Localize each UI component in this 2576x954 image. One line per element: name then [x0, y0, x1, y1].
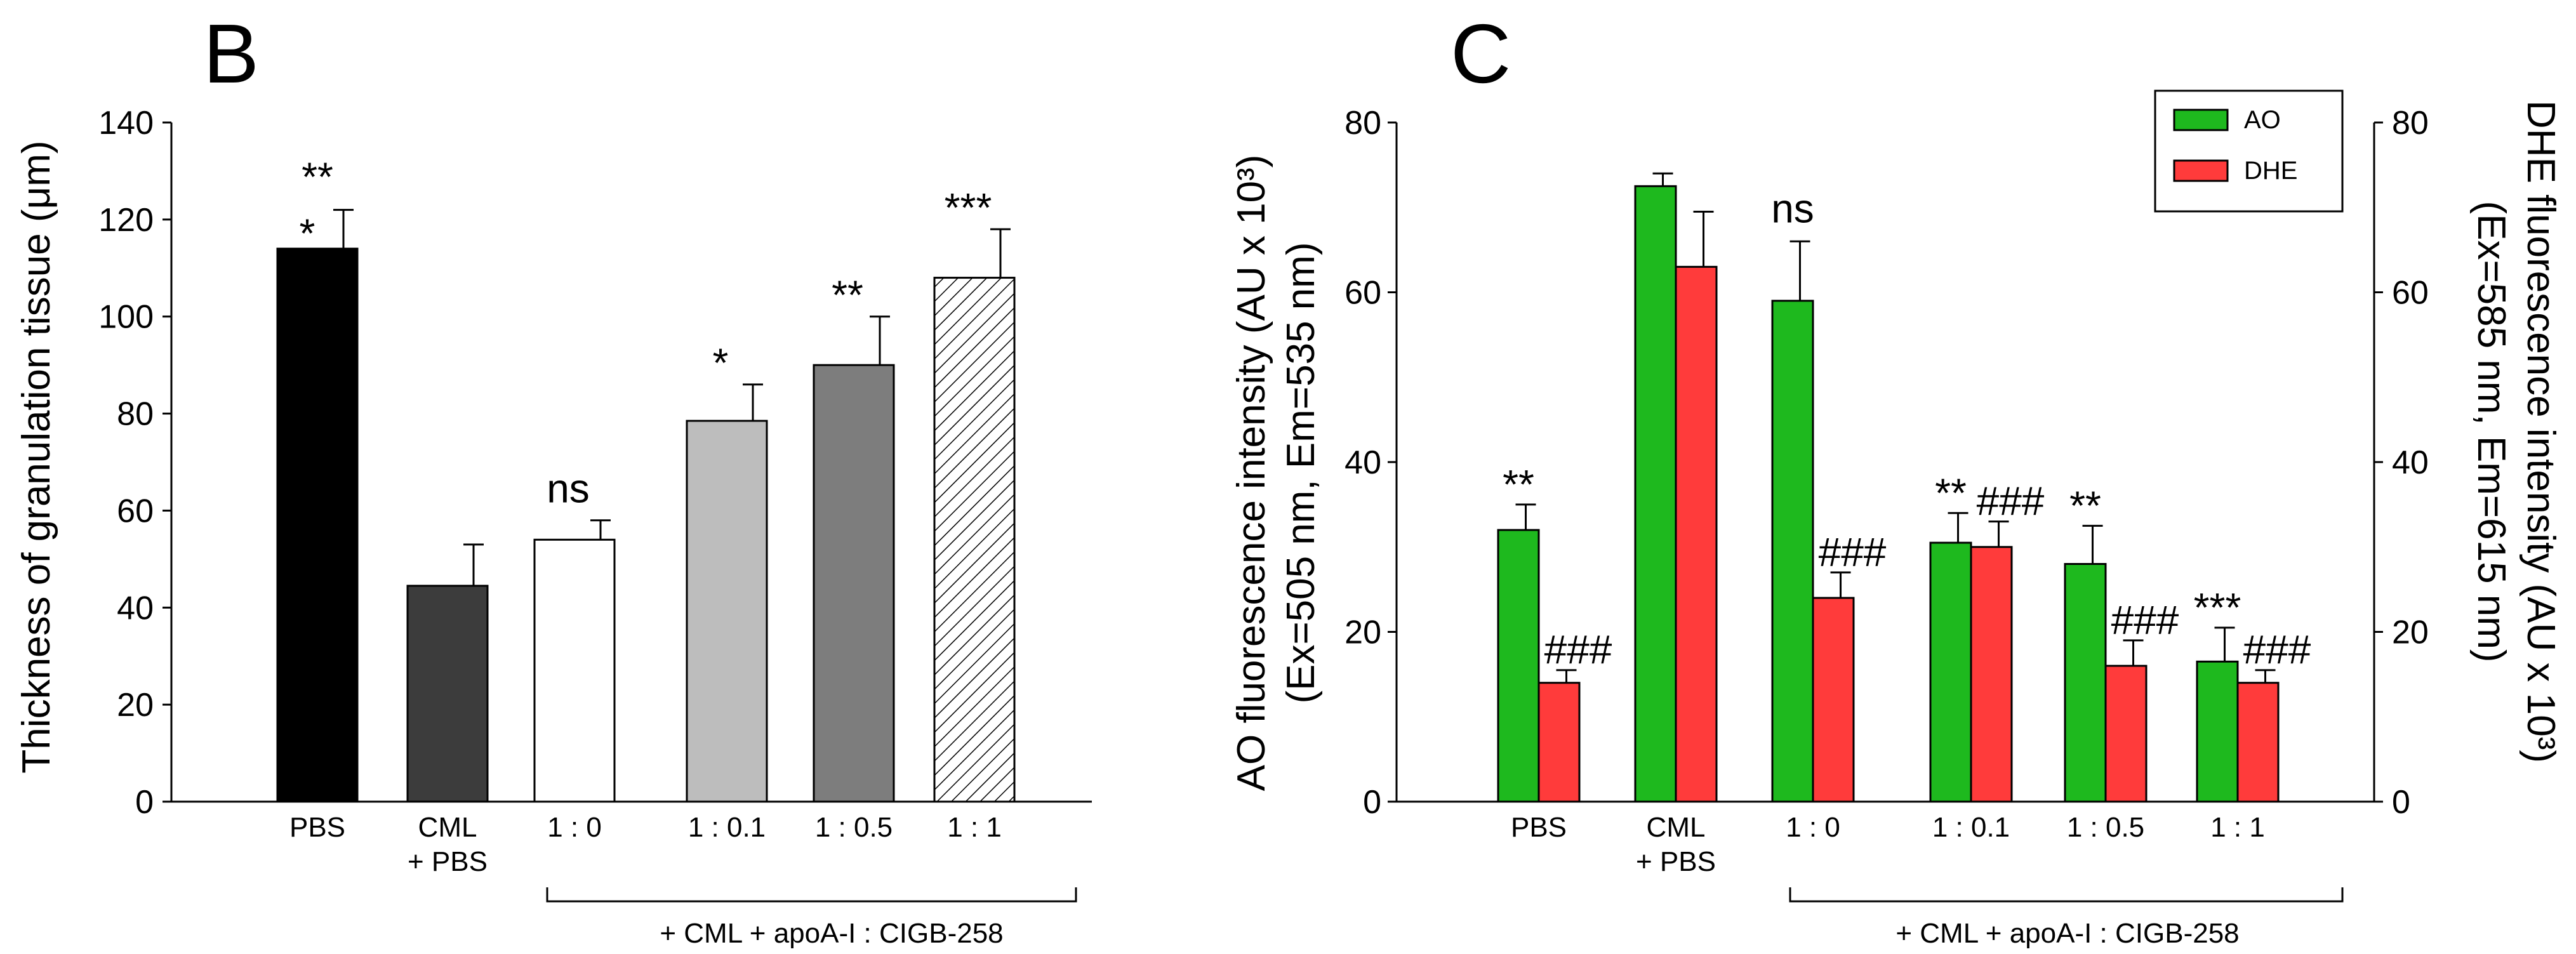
- panel-b-bar: [813, 364, 895, 803]
- panel-c-significance-label: **: [1935, 470, 1967, 515]
- panel-b-x-tick-label: 1 : 1: [947, 812, 1002, 843]
- panel-b-y-tick-label: 80: [117, 396, 154, 433]
- panel-b-y-tick-label: 0: [135, 784, 154, 821]
- panel-c-group-label: + CML + apoA-I : CIGB-258: [1895, 918, 2239, 949]
- panel-b-bar: [533, 538, 616, 803]
- panel-c-letter: C: [1451, 7, 1511, 100]
- panel-b-bar: [276, 248, 359, 803]
- panel-b-y-tick-label: 40: [117, 590, 154, 626]
- panel-c-legend-label-ao: AO: [2244, 106, 2281, 134]
- panel-c-significance-label: ns: [1771, 185, 1814, 231]
- panel-c-x-tick-label: 1 : 0.1: [1932, 812, 2010, 843]
- panel-c-right-axis-label-1: DHE fluorescence intensity (AU x 10³): [2519, 100, 2563, 763]
- panel-c-right-tick-label: 0: [2392, 784, 2410, 821]
- panel-b-group-label: + CML + apoA-I : CIGB-258: [660, 918, 1003, 949]
- panel-b-y-tick-label: 60: [117, 493, 154, 529]
- panel-b-significance-label: *: [300, 211, 315, 256]
- panel-b-x-tick-label: 1 : 0.1: [688, 812, 766, 843]
- panel-c-right-tick-label: 20: [2392, 614, 2429, 651]
- panel-c-legend-swatch-ao: [2173, 109, 2229, 131]
- panel-b-significance-label: **: [832, 272, 863, 318]
- panel-b-y-tick-label: 100: [98, 299, 154, 336]
- panel-c-right-axis-label-2: (Ex=585 nm, Em=615 nm): [2469, 201, 2513, 662]
- panel-c-group-bracket: [1789, 887, 2344, 903]
- panel-c-right-tick-label: 40: [2392, 444, 2429, 481]
- panel-c-significance-label: **: [1503, 461, 1534, 507]
- panel-c-bar-dhe: [1537, 682, 1581, 803]
- panel-c-left-tick-label: 0: [1363, 784, 1381, 821]
- panel-b-x-tick-label: 1 : 0.5: [815, 812, 893, 843]
- panel-c-plot: 0 0 20 20 40 40 60 60 80 80 PBS CML+ PBS 1 : 0 1 : 0.…: [1344, 89, 2429, 903]
- panel-c-bar-ao: [1929, 541, 1972, 803]
- panel-c-bar-dhe: [1812, 597, 1855, 803]
- panel-c-x-tick-label: 1 : 0: [1786, 812, 1840, 843]
- panel-b-bar: [686, 420, 768, 803]
- panel-b-x-tick-label: PBS: [289, 812, 345, 843]
- panel-b-bar: [933, 277, 1016, 803]
- panel-c-bar-dhe: [2104, 665, 2148, 803]
- panel-b-letter: B: [203, 7, 259, 100]
- panel-c-right-tick-label: 80: [2392, 105, 2429, 142]
- panel-b-y-tick-label: 140: [98, 105, 154, 142]
- panel-c-bar-dhe: [1675, 265, 1718, 803]
- panel-c-bar-ao: [2196, 660, 2239, 803]
- panel-c-x-tick-label: PBS: [1511, 812, 1567, 843]
- panel-c-legend-swatch-dhe: [2173, 159, 2229, 182]
- panel-c-legend: AO DHE: [2154, 89, 2344, 213]
- panel-c-x-tick-label: + PBS: [1636, 846, 1716, 877]
- panel-c-bar-ao: [1497, 529, 1540, 803]
- panel-c-significance-label: ###: [1977, 479, 2045, 524]
- panel-c-significance-label: ###: [2243, 627, 2311, 673]
- panel-b-significance-label: **: [302, 154, 333, 200]
- panel-c-left-tick-label: 80: [1344, 105, 1381, 142]
- panel-b-y-tick-label: 20: [117, 687, 154, 724]
- panel-c-left-axis-label-1: AO fluorescence intensity (AU x 10³): [1230, 155, 1273, 792]
- panel-c-x-tick-label: 1 : 0.5: [2067, 812, 2144, 843]
- panel-c-significance-label: **: [2069, 482, 2101, 528]
- panel-b-significance-label: ns: [547, 466, 590, 512]
- panel-b-significance-label: *: [713, 340, 729, 386]
- panel-c-x-tick-label: CML: [1647, 812, 1706, 843]
- panel-c-x-tick-label: 1 : 1: [2210, 812, 2265, 843]
- panel-c-left-tick-label: 40: [1344, 444, 1381, 481]
- panel-c-left-axis-label-2: (Ex=505 nm, Em=535 nm): [1279, 242, 1323, 703]
- panel-c-bar-dhe: [2236, 682, 2280, 803]
- panel-c-bar-ao: [1771, 300, 1814, 803]
- panel-c-significance-label: ###: [1819, 529, 1887, 575]
- panel-c-significance-label: ***: [2194, 585, 2241, 630]
- panel-b-significance-label: ***: [945, 185, 992, 230]
- panel-c-bar-ao: [1634, 185, 1677, 803]
- panel-c-significance-label: ###: [2111, 597, 2179, 643]
- panel-c-legend-label-dhe: DHE: [2244, 157, 2297, 185]
- panel-c-significance-label: ###: [1544, 627, 1612, 673]
- panel-b-group-bracket: [546, 887, 1077, 903]
- panel-c-bar-ao: [2064, 563, 2107, 803]
- panel-c-bar-dhe: [1970, 546, 2013, 803]
- panel-b-y-axis-label: Thickness of granulation tissue (μm): [15, 140, 58, 773]
- panel-c-left-tick-label: 60: [1344, 275, 1381, 312]
- panel-b-bar: [406, 585, 489, 803]
- panel-c-left-tick-label: 20: [1344, 614, 1381, 651]
- panel-b-y-tick-label: 120: [98, 202, 154, 239]
- panel-b-x-tick-label: 1 : 0: [547, 812, 602, 843]
- panel-b-x-tick-label: + PBS: [408, 846, 488, 877]
- panel-b-x-tick-label: CML: [418, 812, 477, 843]
- panel-c-right-tick-label: 60: [2392, 275, 2429, 312]
